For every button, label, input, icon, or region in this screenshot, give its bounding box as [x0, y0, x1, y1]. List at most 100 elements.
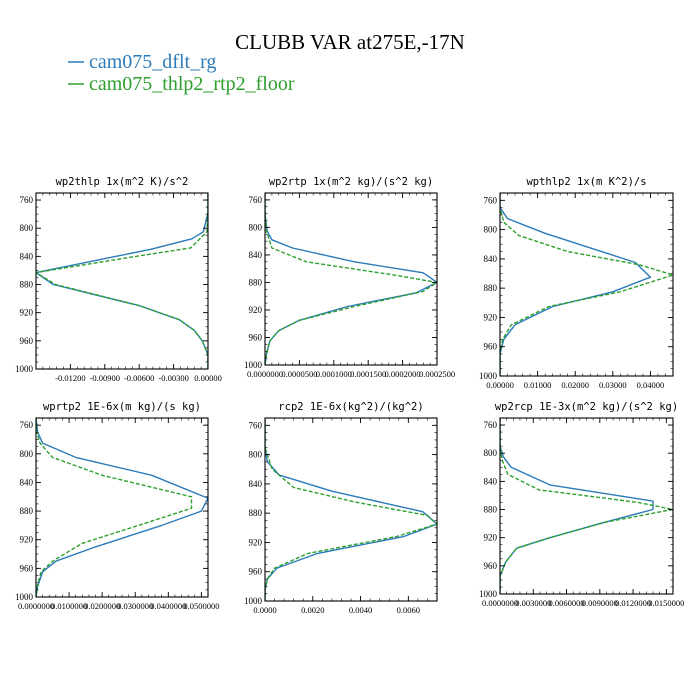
y-tick-label: 840 [484, 476, 498, 486]
series-group [36, 193, 208, 369]
y-tick-label: 1000 [15, 592, 34, 602]
x-tick-label: 0.01000 [524, 380, 552, 390]
y-tick-label: 800 [249, 222, 263, 232]
x-tick-label: 0.0000000 [247, 369, 283, 379]
x-tick-label: 0.0200000 [84, 601, 120, 611]
x-tick-label: 0.04000 [637, 380, 665, 390]
y-tick-label: 960 [249, 332, 263, 342]
y-tick-label: 800 [484, 225, 498, 235]
x-tick-label: 0.0100000 [51, 601, 87, 611]
x-tick-label: -0.01200 [55, 373, 85, 383]
y-tick-label: 840 [249, 250, 263, 260]
y-tick-label: 960 [20, 336, 34, 346]
x-tick-label: 0.0120000 [615, 598, 651, 608]
y-tick-label: 760 [20, 195, 34, 205]
series-line-floor [265, 193, 437, 365]
y-tick-label: 800 [249, 450, 263, 460]
series-line-floor [36, 193, 208, 369]
x-tick-label: 0.0001500 [350, 369, 386, 379]
panel-3: wpthlp2 1x(m K^2)/s 760 800 840 880 920 960 100… [479, 176, 674, 390]
plot-frame [499, 417, 674, 595]
plot-frame [499, 192, 674, 377]
panel-title: wpthlp2 1x(m K^2)/s [526, 176, 646, 188]
x-tick-label: 0.0030000 [515, 598, 551, 608]
series-line-dflt [265, 193, 437, 365]
panel-title: rcp2 1E-6x(kg^2)/(kg^2) [278, 401, 423, 413]
y-tick-label: 1000 [244, 596, 263, 606]
x-tick-label: -0.00900 [90, 373, 120, 383]
series-line-dflt [500, 193, 652, 376]
series-group [265, 193, 437, 365]
panel-5: rcp2 1E-6x(kg^2)/(kg^2) 760 800 840 880 920 96… [244, 401, 438, 615]
panel-title: wprtp2 1E-6x(m kg)/(s kg) [43, 401, 201, 413]
x-tick-label: 0.0060000 [548, 598, 584, 608]
y-tick-label: 840 [20, 477, 34, 487]
x-tick-label: 0.0020 [301, 605, 324, 615]
legend-label-dflt: cam075_dflt_rg [89, 51, 216, 73]
y-tick-label: 760 [484, 420, 498, 430]
x-tick-label: -0.00600 [124, 373, 154, 383]
y-tick-label: 880 [484, 283, 498, 293]
x-tick-label: 0.03000 [599, 380, 627, 390]
y-tick-label: 920 [20, 308, 34, 318]
x-tick-label: 0.00000 [194, 373, 222, 383]
panel-title: wp2thlp 1x(m^2 K)/s^2 [56, 176, 189, 188]
x-tick-label: 0.0060 [397, 605, 420, 615]
series-line-dflt [36, 193, 208, 369]
y-tick-label: 880 [20, 506, 34, 516]
y-tick-label: 800 [484, 448, 498, 458]
y-tick-label: 800 [20, 223, 34, 233]
series-group [500, 193, 673, 376]
panel-title: wp2rtp 1x(m^2 kg)/(s^2 kg) [269, 176, 433, 188]
panel-6: wp2rcp 1E-3x(m^2 kg)/(s^2 kg) 760 800 840 88… [479, 401, 684, 608]
x-tick-label: 0.0002000 [385, 369, 421, 379]
y-tick-label: 920 [484, 533, 498, 543]
x-tick-label: 0.0000000 [482, 598, 518, 608]
series-line-floor [500, 418, 673, 594]
y-tick-label: 1000 [479, 589, 498, 599]
series-line-floor [36, 418, 193, 597]
plot-frame [264, 192, 438, 366]
y-tick-label: 920 [20, 535, 34, 545]
y-tick-label: 760 [484, 195, 498, 205]
y-tick-label: 960 [484, 561, 498, 571]
figure-title: CLUBB VAR at275E,-17N [235, 30, 465, 54]
x-tick-label: 0.0001000 [316, 369, 352, 379]
y-tick-label: 960 [249, 567, 263, 577]
y-tick-label: 880 [484, 505, 498, 515]
y-tick-label: 760 [20, 420, 34, 430]
x-tick-label: 0.0400000 [150, 601, 186, 611]
legend-label-floor: cam075_thlp2_rtp2_floor [89, 73, 295, 95]
x-tick-label: 0.0000000 [18, 601, 54, 611]
x-tick-label: 0.0000 [253, 605, 276, 615]
y-tick-label: 760 [249, 420, 263, 430]
y-tick-label: 840 [484, 254, 498, 264]
panels: wp2thlp 1x(m^2 K)/s^2 760 800 840 880 920 960 1… [15, 176, 684, 615]
plot-frame [35, 417, 209, 598]
x-tick-label: 0.0000500 [281, 369, 317, 379]
y-tick-label: 840 [249, 479, 263, 489]
series-line-floor [500, 193, 673, 376]
x-tick-label: -0.00300 [158, 373, 188, 383]
series-line-dflt [500, 418, 654, 594]
y-tick-label: 1000 [15, 364, 34, 374]
series-group [36, 418, 208, 597]
series-group [265, 418, 437, 601]
x-tick-label: 0.0002500 [419, 369, 455, 379]
x-tick-label: 0.02000 [561, 380, 589, 390]
x-tick-label: 0.0300000 [117, 601, 153, 611]
plot-frame [35, 192, 209, 370]
y-tick-label: 760 [249, 195, 263, 205]
y-tick-label: 960 [20, 563, 34, 573]
legend: cam075_dflt_rg cam075_thlp2_rtp2_floor [68, 51, 295, 95]
series-line-dflt [36, 418, 208, 597]
panel-4: wprtp2 1E-6x(m kg)/(s kg) 760 800 840 880 920… [15, 401, 219, 611]
y-tick-label: 920 [249, 537, 263, 547]
y-tick-label: 880 [20, 280, 34, 290]
series-group [500, 418, 673, 594]
panel-title: wp2rcp 1E-3x(m^2 kg)/(s^2 kg) [495, 401, 678, 413]
y-tick-label: 1000 [244, 360, 263, 370]
y-tick-label: 920 [249, 305, 263, 315]
x-tick-label: 0.0040 [349, 605, 372, 615]
